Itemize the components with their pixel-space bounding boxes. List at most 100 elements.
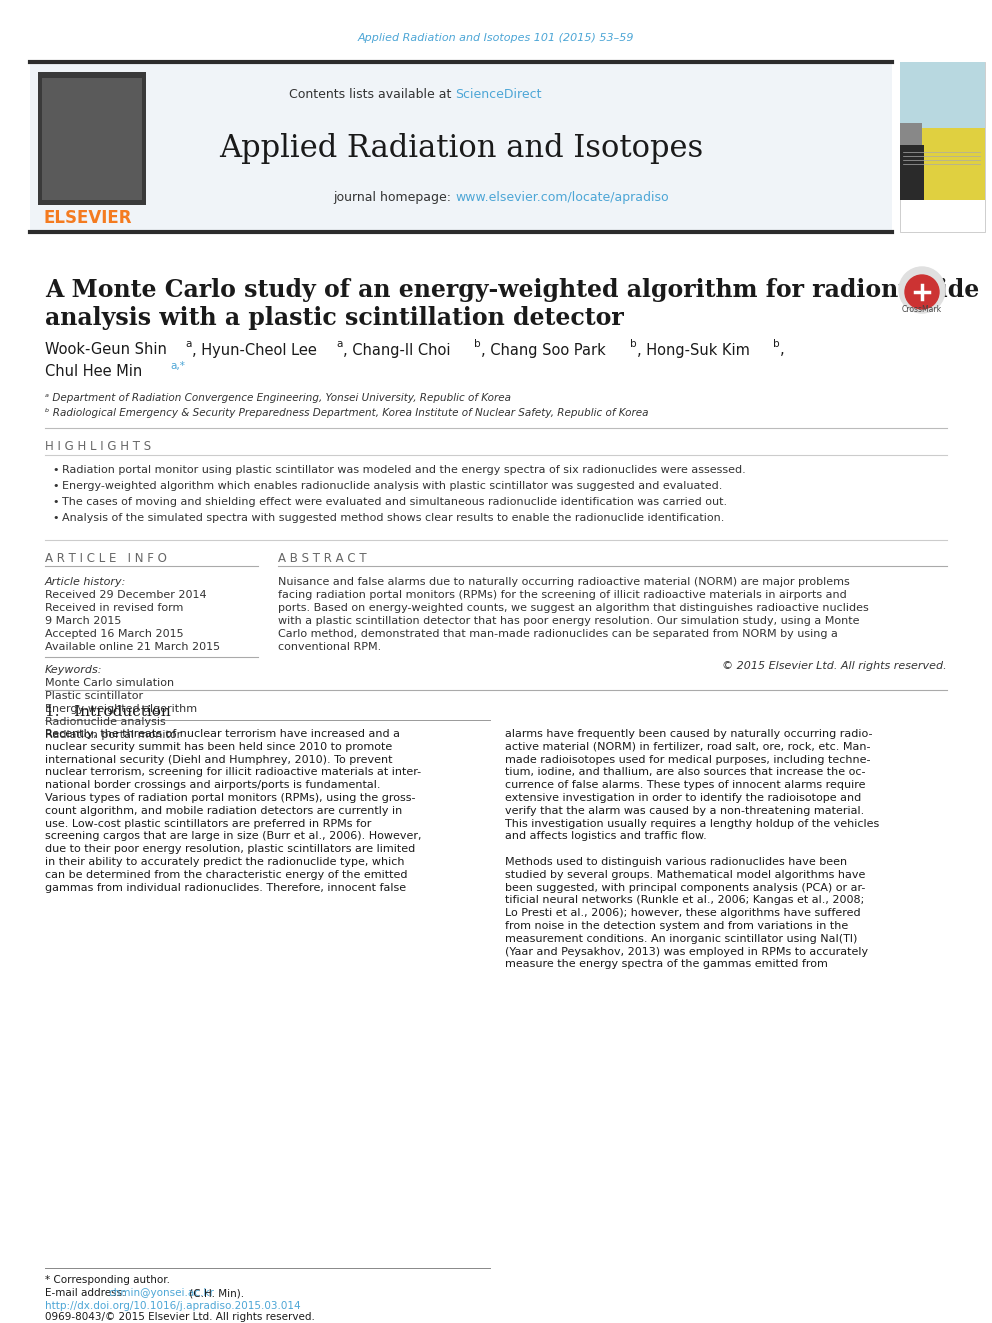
Text: Plastic scintillator: Plastic scintillator: [45, 691, 143, 701]
Text: b: b: [474, 339, 481, 349]
Text: nuclear terrorism, screening for illicit radioactive materials at inter-: nuclear terrorism, screening for illicit…: [45, 767, 422, 778]
Text: conventional RPM.: conventional RPM.: [278, 642, 381, 652]
Text: The cases of moving and shielding effect were evaluated and simultaneous radionu: The cases of moving and shielding effect…: [62, 497, 727, 507]
Text: due to their poor energy resolution, plastic scintillators are limited: due to their poor energy resolution, pla…: [45, 844, 416, 855]
Text: Monte Carlo simulation: Monte Carlo simulation: [45, 677, 175, 688]
Text: b: b: [630, 339, 637, 349]
Text: measure the energy spectra of the gammas emitted from: measure the energy spectra of the gammas…: [505, 959, 828, 970]
Text: •: •: [52, 482, 59, 491]
Text: Energy-weighted algorithm: Energy-weighted algorithm: [45, 704, 197, 714]
Text: journal homepage:: journal homepage:: [333, 192, 455, 205]
Text: Carlo method, demonstrated that man-made radionuclides can be separated from NOR: Carlo method, demonstrated that man-made…: [278, 628, 838, 639]
Text: This investigation usually requires a lengthy holdup of the vehicles: This investigation usually requires a le…: [505, 819, 879, 828]
Text: ᵃ Department of Radiation Convergence Engineering, Yonsei University, Republic o: ᵃ Department of Radiation Convergence En…: [45, 393, 511, 404]
Bar: [30, 62, 892, 232]
Text: screening cargos that are large in size (Burr et al., 2006). However,: screening cargos that are large in size …: [45, 831, 422, 841]
Text: made radioisotopes used for medical purposes, including techne-: made radioisotopes used for medical purp…: [505, 754, 871, 765]
Text: tium, iodine, and thallium, are also sources that increase the oc-: tium, iodine, and thallium, are also sou…: [505, 767, 865, 778]
Text: •: •: [52, 497, 59, 507]
Text: Applied Radiation and Isotopes 101 (2015) 53–59: Applied Radiation and Isotopes 101 (2015…: [358, 33, 634, 44]
Text: , Hyun-Cheol Lee: , Hyun-Cheol Lee: [192, 343, 316, 357]
Text: Keywords:: Keywords:: [45, 665, 102, 675]
Text: http://dx.doi.org/10.1016/j.apradiso.2015.03.014: http://dx.doi.org/10.1016/j.apradiso.201…: [45, 1301, 301, 1311]
Text: E-mail address:: E-mail address:: [45, 1289, 129, 1298]
Text: CrossMark: CrossMark: [902, 304, 942, 314]
Text: (C.H. Min).: (C.H. Min).: [186, 1289, 244, 1298]
Text: been suggested, with principal components analysis (PCA) or ar-: been suggested, with principal component…: [505, 882, 865, 893]
Text: Accepted 16 March 2015: Accepted 16 March 2015: [45, 628, 184, 639]
Text: ,: ,: [780, 343, 785, 357]
Text: Methods used to distinguish various radionuclides have been: Methods used to distinguish various radi…: [505, 857, 847, 867]
Text: ScienceDirect: ScienceDirect: [455, 89, 542, 102]
Text: 9 March 2015: 9 March 2015: [45, 617, 121, 626]
Text: , Chang Soo Park: , Chang Soo Park: [481, 343, 606, 357]
Text: ports. Based on energy-weighted counts, we suggest an algorithm that distinguish: ports. Based on energy-weighted counts, …: [278, 603, 869, 613]
Bar: [900, 62, 985, 146]
Text: verify that the alarm was caused by a non-threatening material.: verify that the alarm was caused by a no…: [505, 806, 864, 816]
Text: can be determined from the characteristic energy of the emitted: can be determined from the characteristi…: [45, 869, 408, 880]
Text: © 2015 Elsevier Ltd. All rights reserved.: © 2015 Elsevier Ltd. All rights reserved…: [722, 662, 947, 671]
Bar: [900, 62, 985, 232]
Text: 0969-8043/© 2015 Elsevier Ltd. All rights reserved.: 0969-8043/© 2015 Elsevier Ltd. All right…: [45, 1312, 314, 1322]
Text: a: a: [336, 339, 342, 349]
Text: Recently, the threats of nuclear terrorism have increased and a: Recently, the threats of nuclear terrori…: [45, 729, 400, 740]
Text: Radiation portal monitor: Radiation portal monitor: [45, 730, 182, 740]
Text: Applied Radiation and Isotopes: Applied Radiation and Isotopes: [219, 132, 703, 164]
Text: •: •: [52, 464, 59, 475]
Text: analysis with a plastic scintillation detector: analysis with a plastic scintillation de…: [45, 306, 624, 329]
Text: Wook-Geun Shin: Wook-Geun Shin: [45, 343, 167, 357]
Text: international security (Diehl and Humphrey, 2010). To prevent: international security (Diehl and Humphr…: [45, 754, 393, 765]
Bar: [900, 123, 922, 146]
Text: tificial neural networks (Runkle et al., 2006; Kangas et al., 2008;: tificial neural networks (Runkle et al.,…: [505, 896, 864, 905]
Text: (Yaar and Peysakhov, 2013) was employed in RPMs to accurately: (Yaar and Peysakhov, 2013) was employed …: [505, 946, 868, 957]
Text: chmin@yonsei.ac.kr: chmin@yonsei.ac.kr: [108, 1289, 214, 1298]
Text: Received in revised form: Received in revised form: [45, 603, 184, 613]
Circle shape: [905, 275, 939, 310]
Text: Analysis of the simulated spectra with suggested method shows clear results to e: Analysis of the simulated spectra with s…: [62, 513, 724, 523]
Text: national border crossings and airports/ports is fundamental.: national border crossings and airports/p…: [45, 781, 381, 790]
Text: and affects logistics and traffic flow.: and affects logistics and traffic flow.: [505, 831, 706, 841]
Text: ELSEVIER: ELSEVIER: [44, 209, 132, 228]
Text: Radionuclide analysis: Radionuclide analysis: [45, 717, 166, 728]
Text: facing radiation portal monitors (RPMs) for the screening of illicit radioactive: facing radiation portal monitors (RPMs) …: [278, 590, 847, 601]
Text: ᵇ Radiological Emergency & Security Preparedness Department, Korea Institute of : ᵇ Radiological Emergency & Security Prep…: [45, 407, 649, 418]
Text: Available online 21 March 2015: Available online 21 March 2015: [45, 642, 220, 652]
Text: Chul Hee Min: Chul Hee Min: [45, 365, 142, 380]
Text: Radiation portal monitor using plastic scintillator was modeled and the energy s: Radiation portal monitor using plastic s…: [62, 464, 746, 475]
Text: Nuisance and false alarms due to naturally occurring radioactive material (NORM): Nuisance and false alarms due to natural…: [278, 577, 850, 587]
Text: Energy-weighted algorithm which enables radionuclide analysis with plastic scint: Energy-weighted algorithm which enables …: [62, 482, 722, 491]
Text: measurement conditions. An inorganic scintillator using NaI(Tl): measurement conditions. An inorganic sci…: [505, 934, 857, 943]
Bar: [42, 78, 142, 200]
Bar: [38, 71, 146, 205]
Text: with a plastic scintillation detector that has poor energy resolution. Our simul: with a plastic scintillation detector th…: [278, 617, 859, 626]
Text: Various types of radiation portal monitors (RPMs), using the gross-: Various types of radiation portal monito…: [45, 792, 416, 803]
Text: A R T I C L E   I N F O: A R T I C L E I N F O: [45, 552, 167, 565]
Text: Article history:: Article history:: [45, 577, 126, 587]
Text: alarms have frequently been caused by naturally occurring radio-: alarms have frequently been caused by na…: [505, 729, 873, 740]
Text: , Chang-Il Choi: , Chang-Il Choi: [343, 343, 450, 357]
Text: Received 29 December 2014: Received 29 December 2014: [45, 590, 206, 601]
Text: * Corresponding author.: * Corresponding author.: [45, 1275, 170, 1285]
Text: in their ability to accurately predict the radionuclide type, which: in their ability to accurately predict t…: [45, 857, 405, 867]
Text: nuclear security summit has been held since 2010 to promote: nuclear security summit has been held si…: [45, 742, 392, 751]
Text: www.elsevier.com/locate/apradiso: www.elsevier.com/locate/apradiso: [455, 192, 669, 205]
Circle shape: [899, 267, 945, 314]
Text: count algorithm, and mobile radiation detectors are currently in: count algorithm, and mobile radiation de…: [45, 806, 402, 816]
Text: 1.   Introduction: 1. Introduction: [45, 705, 171, 718]
Text: a,*: a,*: [170, 361, 185, 370]
Text: A B S T R A C T: A B S T R A C T: [278, 552, 367, 565]
Text: gammas from individual radionuclides. Therefore, innocent false: gammas from individual radionuclides. Th…: [45, 882, 406, 893]
Text: Contents lists available at: Contents lists available at: [289, 89, 455, 102]
Text: A Monte Carlo study of an energy-weighted algorithm for radionuclide: A Monte Carlo study of an energy-weighte…: [45, 278, 979, 302]
Text: from noise in the detection system and from variations in the: from noise in the detection system and f…: [505, 921, 848, 931]
Text: , Hong-Suk Kim: , Hong-Suk Kim: [637, 343, 750, 357]
Text: H I G H L I G H T S: H I G H L I G H T S: [45, 441, 151, 454]
Text: Lo Presti et al., 2006); however, these algorithms have suffered: Lo Presti et al., 2006); however, these …: [505, 908, 861, 918]
Text: extensive investigation in order to identify the radioisotope and: extensive investigation in order to iden…: [505, 792, 861, 803]
Text: active material (NORM) in fertilizer, road salt, ore, rock, etc. Man-: active material (NORM) in fertilizer, ro…: [505, 742, 871, 751]
Text: use. Low-cost plastic scintillators are preferred in RPMs for: use. Low-cost plastic scintillators are …: [45, 819, 371, 828]
Text: studied by several groups. Mathematical model algorithms have: studied by several groups. Mathematical …: [505, 869, 865, 880]
Bar: [922, 128, 985, 200]
Text: b: b: [773, 339, 780, 349]
Text: currence of false alarms. These types of innocent alarms require: currence of false alarms. These types of…: [505, 781, 865, 790]
